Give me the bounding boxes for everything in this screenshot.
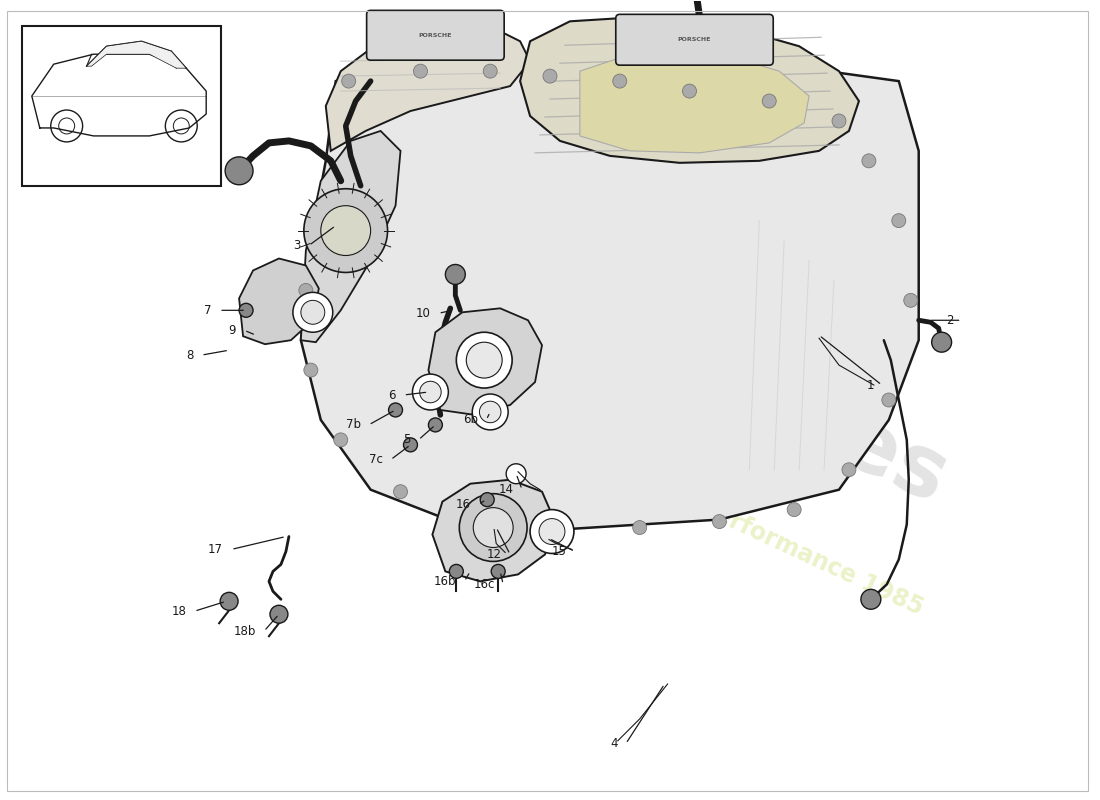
Polygon shape — [432, 480, 556, 582]
Text: 16c: 16c — [474, 578, 495, 591]
Circle shape — [483, 64, 497, 78]
Polygon shape — [301, 131, 400, 342]
Text: 3: 3 — [294, 239, 301, 252]
Circle shape — [480, 401, 501, 422]
Circle shape — [412, 374, 449, 410]
Circle shape — [892, 214, 905, 228]
Text: 8: 8 — [186, 349, 194, 362]
Circle shape — [450, 565, 463, 578]
Circle shape — [882, 393, 895, 407]
Circle shape — [270, 606, 288, 623]
FancyBboxPatch shape — [616, 14, 773, 65]
Circle shape — [446, 265, 465, 285]
Circle shape — [530, 510, 574, 554]
Text: 18b: 18b — [233, 625, 256, 638]
Circle shape — [613, 74, 627, 88]
Text: 15: 15 — [552, 545, 567, 558]
Circle shape — [904, 294, 917, 307]
FancyBboxPatch shape — [366, 10, 504, 60]
Circle shape — [713, 514, 726, 529]
Text: 14: 14 — [499, 483, 514, 496]
Polygon shape — [580, 51, 810, 153]
Circle shape — [556, 521, 569, 534]
Circle shape — [420, 382, 441, 402]
Text: 2: 2 — [946, 314, 954, 326]
Text: 16b: 16b — [433, 575, 456, 588]
Text: 12: 12 — [487, 548, 503, 561]
Text: 5: 5 — [403, 434, 410, 446]
Circle shape — [299, 283, 312, 298]
Circle shape — [304, 363, 318, 377]
Circle shape — [481, 493, 494, 506]
Polygon shape — [87, 42, 186, 68]
Circle shape — [428, 418, 442, 432]
Text: 7b: 7b — [345, 418, 361, 431]
Text: PORSCHE: PORSCHE — [419, 33, 452, 38]
Circle shape — [293, 292, 333, 332]
Polygon shape — [520, 16, 859, 163]
Circle shape — [394, 485, 407, 498]
Circle shape — [682, 84, 696, 98]
Circle shape — [788, 502, 801, 517]
Circle shape — [539, 518, 565, 545]
Text: 9: 9 — [229, 324, 236, 337]
Circle shape — [473, 514, 487, 529]
Text: 4: 4 — [610, 738, 618, 750]
Text: 1: 1 — [867, 378, 873, 391]
Text: 16: 16 — [455, 498, 471, 511]
Text: 17: 17 — [208, 543, 223, 556]
Polygon shape — [301, 51, 918, 530]
Text: 6: 6 — [388, 389, 396, 402]
Circle shape — [304, 189, 387, 273]
Circle shape — [842, 462, 856, 477]
Circle shape — [466, 342, 503, 378]
Text: 7c: 7c — [368, 454, 383, 466]
Circle shape — [543, 69, 557, 83]
Circle shape — [632, 521, 647, 534]
Text: a passion for performance 1985: a passion for performance 1985 — [531, 418, 927, 621]
Text: PORSCHE: PORSCHE — [678, 37, 712, 42]
Text: euroPares: euroPares — [478, 238, 960, 522]
Circle shape — [404, 438, 418, 452]
Circle shape — [506, 464, 526, 484]
Text: 6b: 6b — [463, 414, 478, 426]
Circle shape — [239, 303, 253, 318]
Circle shape — [342, 74, 355, 88]
Circle shape — [472, 394, 508, 430]
Polygon shape — [239, 258, 319, 344]
Circle shape — [456, 332, 513, 388]
Circle shape — [862, 154, 876, 168]
Polygon shape — [326, 26, 530, 151]
Text: 10: 10 — [416, 307, 430, 320]
Circle shape — [388, 403, 403, 417]
Circle shape — [321, 206, 371, 255]
Circle shape — [492, 565, 505, 578]
Circle shape — [226, 157, 253, 185]
Circle shape — [762, 94, 777, 108]
Circle shape — [473, 508, 513, 547]
Circle shape — [460, 494, 527, 562]
Text: 18: 18 — [172, 605, 186, 618]
Circle shape — [220, 592, 238, 610]
Bar — [22, 26, 221, 186]
Circle shape — [301, 300, 324, 324]
Circle shape — [414, 64, 428, 78]
Circle shape — [832, 114, 846, 128]
Circle shape — [861, 590, 881, 610]
Circle shape — [932, 332, 952, 352]
Circle shape — [333, 433, 348, 447]
Text: 7: 7 — [204, 304, 211, 317]
Polygon shape — [428, 308, 542, 415]
